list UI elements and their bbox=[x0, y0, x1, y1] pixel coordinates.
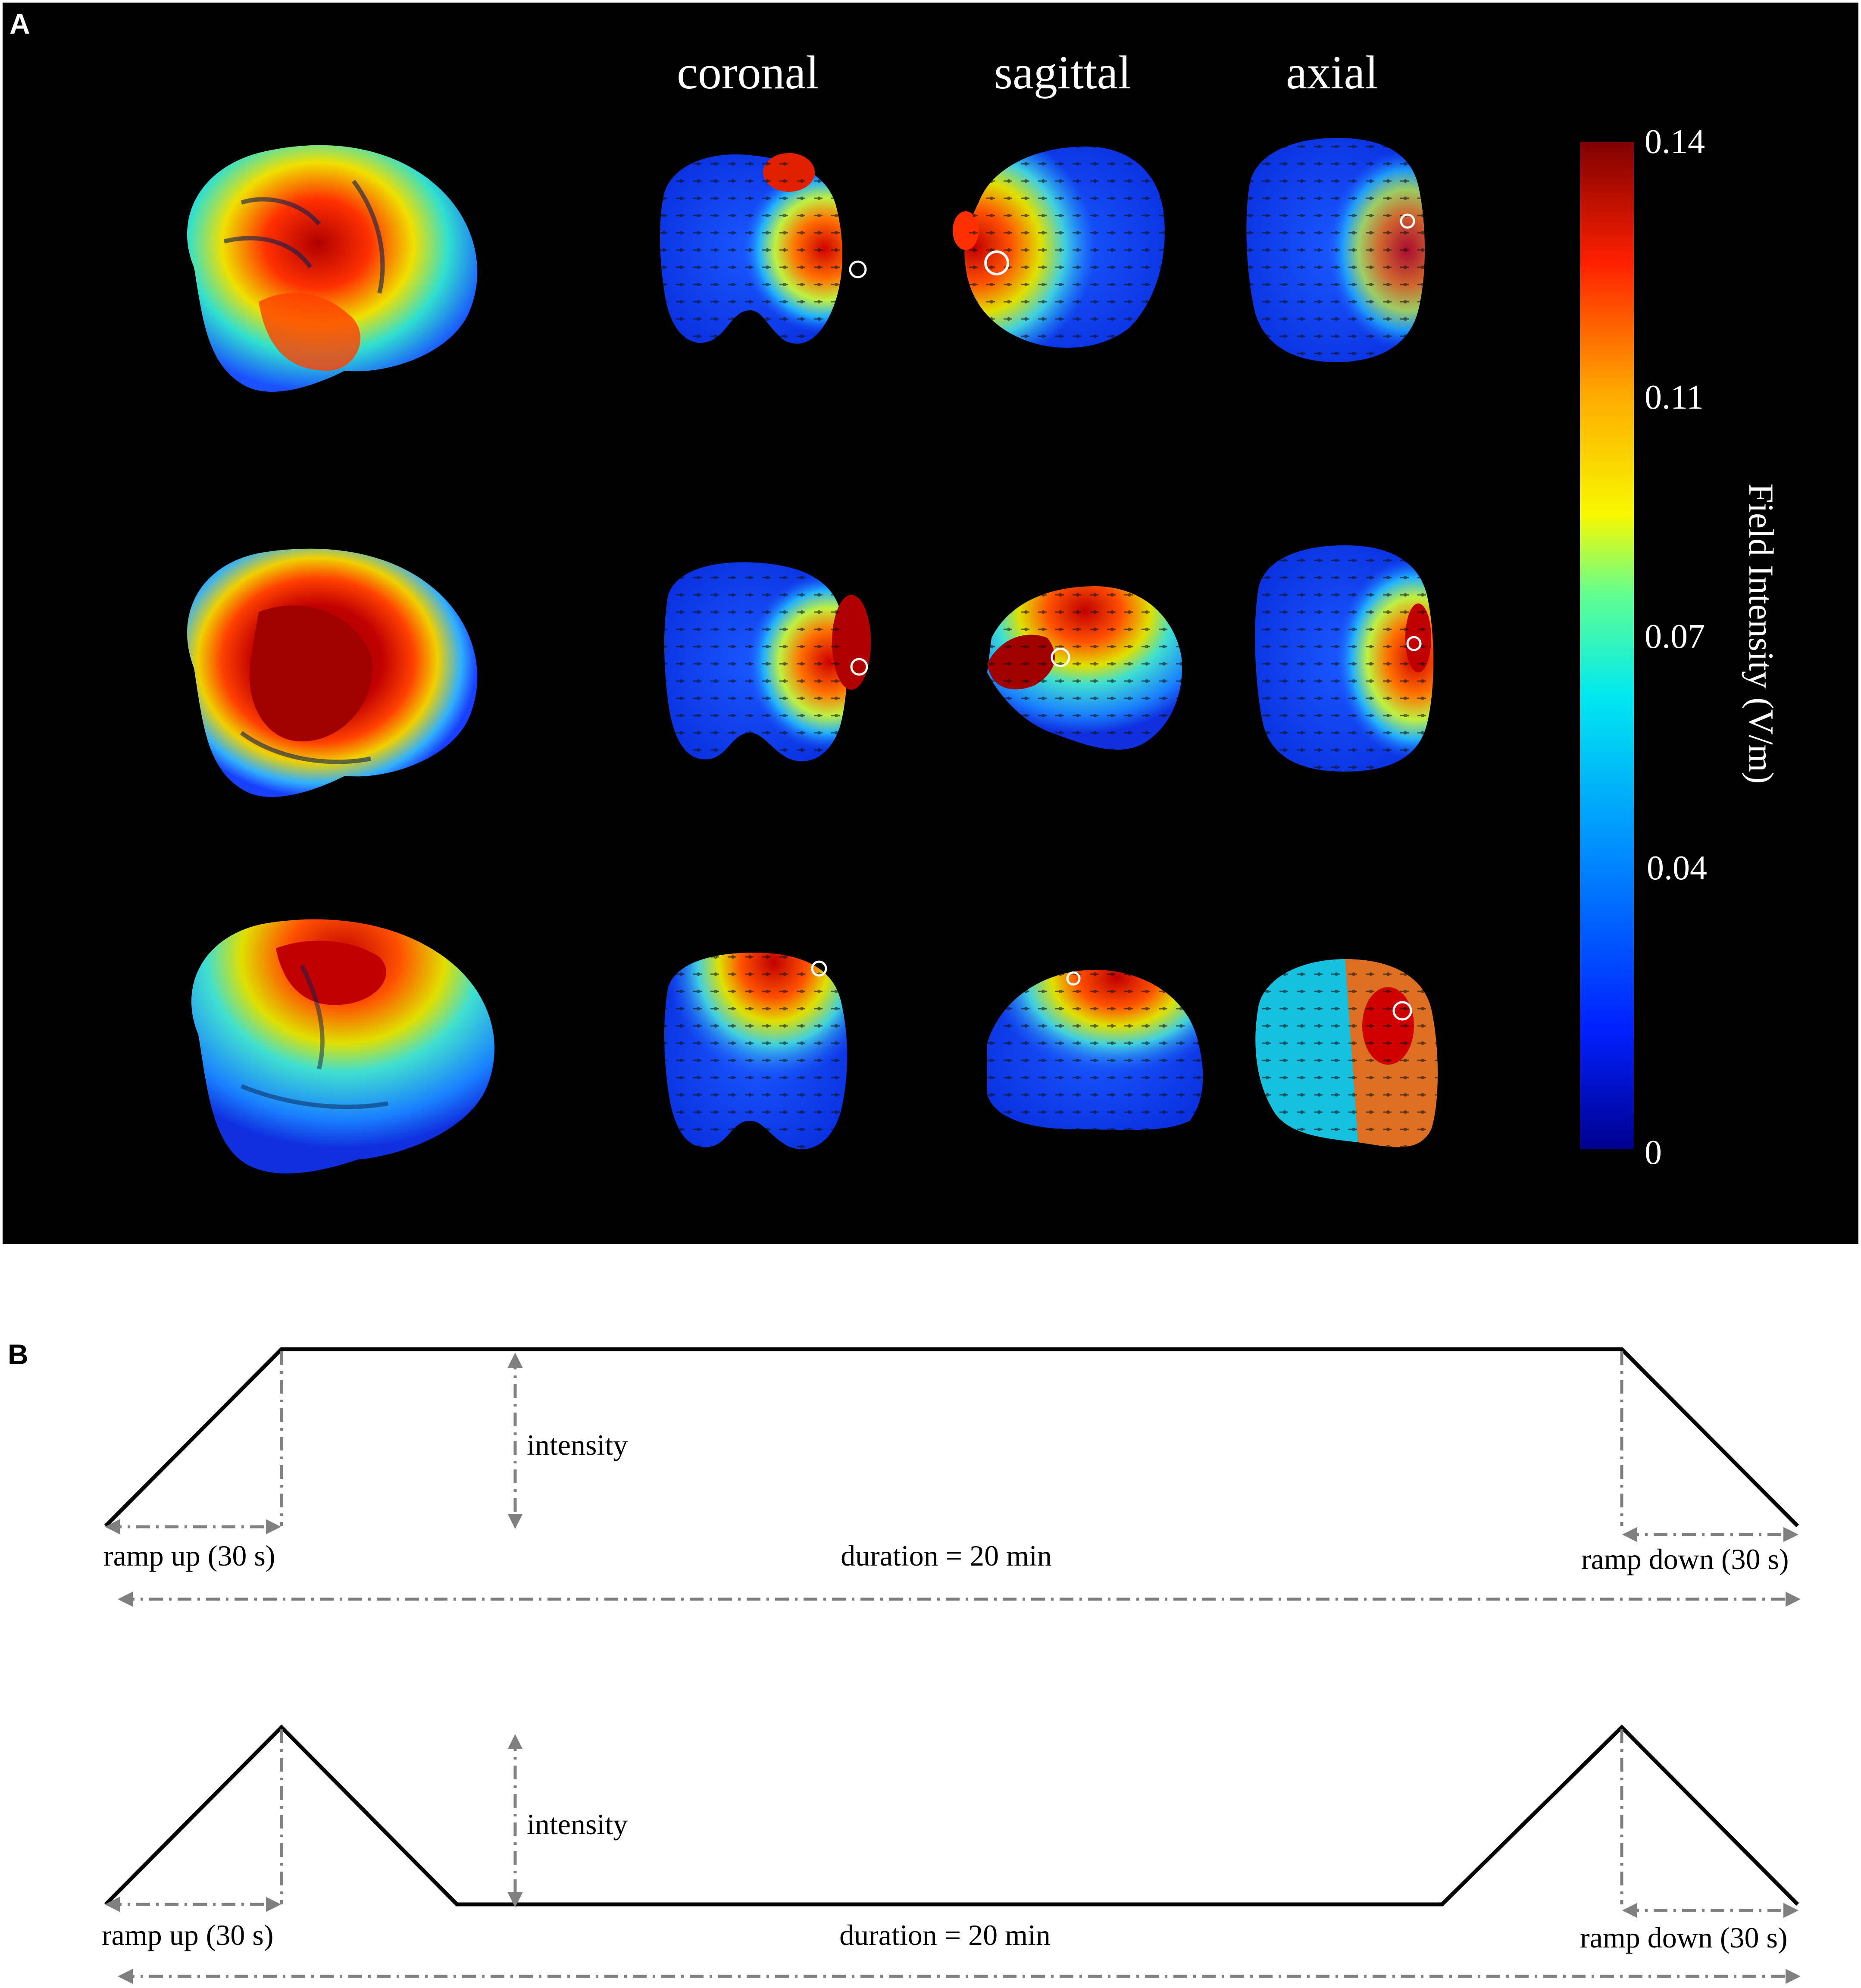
duration-label: duration = 20 min bbox=[841, 1539, 1052, 1572]
waveform-sham bbox=[104, 1724, 1799, 1907]
sagittal-slice-row-1 bbox=[953, 147, 1165, 348]
brain-3d-row-3 bbox=[191, 919, 494, 1174]
column-header-axial: axial bbox=[1286, 46, 1378, 99]
coronal-slice-row-1 bbox=[660, 153, 867, 344]
colorbar-tick-4: 0.04 bbox=[1647, 849, 1707, 887]
ramp-down-label: ramp down (30 s) bbox=[1580, 1921, 1788, 1954]
colorbar-title: Field Intensity (V/m) bbox=[1742, 484, 1781, 784]
axial-slice-row-2 bbox=[1255, 545, 1433, 772]
colorbar-tick-max: 0.14 bbox=[1645, 123, 1705, 161]
colorbar-tick-min: 0 bbox=[1645, 1134, 1662, 1172]
waveform-active bbox=[104, 1347, 1799, 1528]
colorbar-tick-2: 0.11 bbox=[1645, 378, 1704, 416]
ramp-up-label: ramp up (30 s) bbox=[103, 1539, 275, 1572]
coronal-slice-row-3 bbox=[664, 953, 847, 1150]
sagittal-slice-row-2 bbox=[987, 586, 1182, 750]
protocol-active: intensity ramp up (30 s) duration = 20 m… bbox=[103, 1347, 1801, 1607]
intensity-label: intensity bbox=[527, 1808, 628, 1841]
coronal-slice-row-2 bbox=[664, 562, 871, 762]
intensity-label: intensity bbox=[527, 1428, 628, 1461]
brain-3d-row-1 bbox=[187, 145, 478, 392]
panel-b-label: B bbox=[8, 1338, 28, 1370]
sagittal-slice-row-3 bbox=[987, 970, 1203, 1130]
ramp-up-label: ramp up (30 s) bbox=[102, 1919, 273, 1951]
ramp-down-label: ramp down (30 s) bbox=[1581, 1543, 1789, 1575]
protocol-sham: intensity ramp up (30 s) duration = 20 m… bbox=[102, 1724, 1801, 1984]
colorbar-tick-3: 0.07 bbox=[1645, 618, 1705, 656]
brain-3d-row-2 bbox=[187, 548, 478, 797]
duration-label: duration = 20 min bbox=[839, 1919, 1051, 1951]
axial-slice-row-3 bbox=[1255, 959, 1438, 1147]
panel-a-label: A bbox=[9, 8, 30, 40]
axial-slice-row-1 bbox=[1246, 138, 1425, 362]
column-header-coronal: coronal bbox=[677, 46, 819, 99]
column-header-sagittal: sagittal bbox=[994, 46, 1131, 99]
colorbar bbox=[1580, 142, 1634, 1149]
